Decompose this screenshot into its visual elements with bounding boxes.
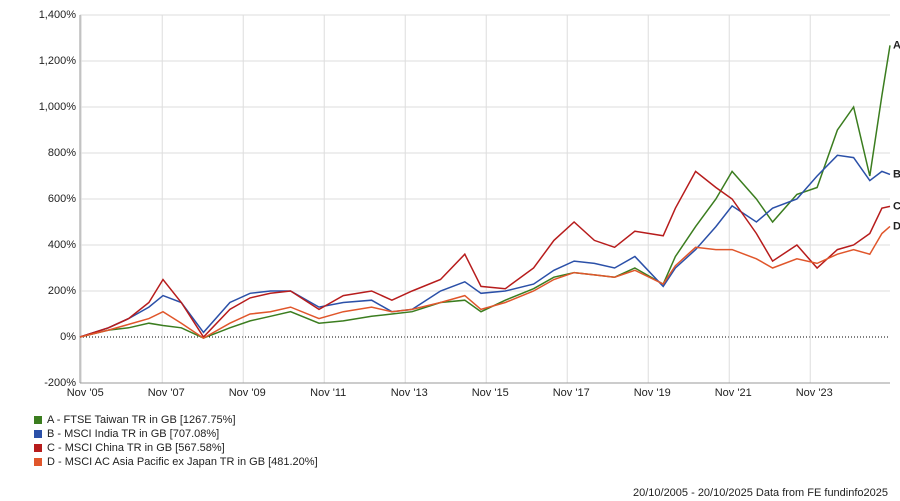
x-tick-label: Nov '21 (715, 387, 752, 399)
legend-label: D - MSCI AC Asia Pacific ex Japan TR in … (47, 456, 318, 468)
legend-label: C - MSCI China TR in GB [567.58%] (47, 442, 225, 454)
x-tick-label: Nov '13 (391, 387, 428, 399)
end-marker: B (893, 168, 900, 180)
y-tick-label: 1,200% (39, 55, 77, 67)
x-tick-label: Nov '05 (67, 387, 104, 399)
legend-swatch (34, 458, 42, 466)
y-tick-label: 1,400% (39, 9, 77, 21)
end-marker: D (893, 220, 900, 232)
y-tick-label: 600% (48, 193, 76, 205)
x-tick-label: Nov '15 (472, 387, 509, 399)
series-line (79, 225, 891, 339)
series-line (79, 45, 891, 339)
legend-label: B - MSCI India TR in GB [707.08%] (47, 428, 219, 440)
y-tick-label: 800% (48, 147, 76, 159)
y-tick-label: -200% (44, 377, 76, 389)
legend-swatch (34, 416, 42, 424)
x-tick-label: Nov '11 (310, 387, 346, 399)
series-line (79, 154, 891, 338)
legend-label: A - FTSE Taiwan TR in GB [1267.75%] (47, 414, 236, 426)
x-tick-label: Nov '23 (796, 387, 833, 399)
y-tick-label: 0% (60, 331, 76, 343)
x-tick-label: Nov '19 (634, 387, 671, 399)
legend-swatch (34, 444, 42, 452)
x-tick-label: Nov '17 (553, 387, 590, 399)
footer: 20/10/2005 - 20/10/2025 Data from FE fun… (633, 487, 888, 499)
y-tick-label: 400% (48, 239, 76, 251)
x-tick-label: Nov '09 (229, 387, 266, 399)
y-tick-label: 1,000% (39, 101, 77, 113)
y-tick-label: 200% (48, 285, 76, 297)
end-marker: A (893, 39, 900, 51)
end-marker: C (893, 200, 900, 212)
legend-swatch (34, 430, 42, 438)
x-tick-label: Nov '07 (148, 387, 185, 399)
series-line (79, 170, 891, 339)
